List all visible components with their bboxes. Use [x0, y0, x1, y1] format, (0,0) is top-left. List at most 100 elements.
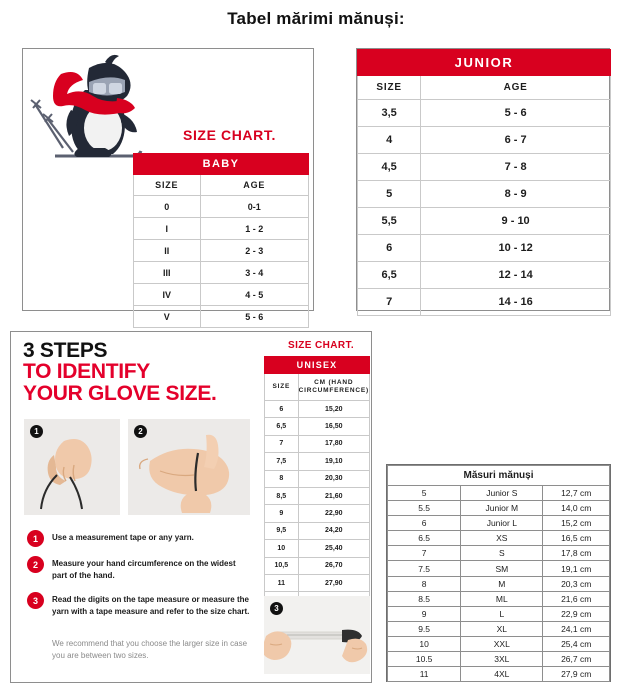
column-header-size: SIZE [356, 75, 422, 100]
cell-size: 7.5 [386, 560, 462, 577]
baby-table-wrapper: BABY SIZE AGE 0 0-1 I 1 - 2 II 2 - 3 [133, 153, 309, 328]
table-header-row: Măsuri mănuși [387, 465, 610, 486]
table-row: 11 4XL 27,9 cm [386, 666, 610, 683]
cell-cm: 17,8 cm [542, 545, 610, 562]
cell-size: 5 [356, 180, 422, 208]
table-row: 6.5 XS 16,5 cm [386, 530, 610, 547]
cell-label: 3XL [460, 651, 544, 668]
table-row: 4,5 7 - 8 [356, 153, 611, 181]
cell-cm: 19,1 cm [542, 560, 610, 577]
step-item-1: 1 Use a measurement tape or any yarn. [27, 530, 252, 547]
table-row: 6 15,20 [264, 399, 371, 419]
cell-size: 7 [386, 545, 462, 562]
cell-cm: 21,60 [297, 486, 371, 506]
table-row: 5.5 Junior M 14,0 cm [386, 500, 610, 517]
table-row: 7,5 19,10 [264, 452, 371, 471]
table-header-row: JUNIOR [357, 49, 611, 76]
table-row: 5,5 9 - 10 [356, 207, 611, 235]
table-row: 6 10 - 12 [356, 234, 611, 262]
table-row: III 3 - 4 [133, 261, 309, 284]
column-header-age: AGE [199, 174, 309, 196]
table-row: 11 27,90 [264, 573, 371, 593]
cell-size: 6.5 [386, 530, 462, 547]
cell-age: 6 - 7 [420, 126, 611, 154]
step-number-badge: 1 [27, 530, 44, 547]
cell-size: 10,5 [264, 556, 299, 575]
steps-heading-line2: TO IDENTIFY [23, 360, 150, 384]
cell-label: SM [460, 560, 544, 577]
table-row: I 1 - 2 [133, 217, 309, 240]
cell-label: XL [460, 620, 544, 637]
table-row: 7.5 SM 19,1 cm [386, 560, 610, 577]
cell-size: 4,5 [356, 153, 422, 181]
cell-age: 0-1 [199, 195, 309, 218]
cell-cm: 26,70 [297, 556, 371, 575]
column-header-cm: CM (HAND CIRCUMFERENCE) [297, 373, 371, 401]
cell-size: 7 [356, 288, 422, 316]
cell-label: XXL [460, 635, 544, 653]
cell-label: Junior L [460, 515, 544, 532]
table-row: 0 0-1 [133, 195, 309, 218]
table-row: II 2 - 3 [133, 239, 309, 262]
yarn-around-palm-photo: 2 [128, 419, 250, 515]
cell-cm: 27,9 cm [542, 666, 610, 683]
cell-size: V [133, 305, 201, 328]
table-row: V 5 - 6 [133, 305, 309, 328]
junior-category-header: JUNIOR [357, 49, 611, 76]
cell-label: S [460, 545, 544, 562]
cell-size: 7,5 [264, 452, 299, 471]
table-row: 9,5 24,20 [264, 521, 371, 541]
cell-label: ML [460, 590, 544, 607]
junior-size-chart-card: JUNIOR SIZE AGE 3,5 5 - 6 4 6 - 7 4,5 7 … [356, 48, 611, 316]
cell-cm: 24,20 [297, 521, 371, 541]
table-row: 10.5 3XL 26,7 cm [386, 651, 610, 668]
photo-number-badge: 3 [270, 602, 283, 615]
cell-age: 12 - 14 [420, 261, 611, 289]
cell-size: 6,5 [356, 261, 422, 289]
column-header-size: SIZE [264, 373, 299, 401]
masuri-manusi-card: Măsuri mănuși 5 Junior S 12,7 cm 5.5 Jun… [386, 464, 611, 683]
photo-number-badge: 1 [30, 425, 43, 438]
cell-cm: 14,0 cm [542, 500, 610, 517]
step-item-3: 3 Read the digits on the tape measure or… [27, 592, 255, 618]
table-row: 7 S 17,8 cm [386, 545, 610, 562]
unisex-category-header: UNISEX [264, 356, 370, 374]
cell-size: 6 [386, 515, 462, 532]
table-header-row: BABY [133, 153, 309, 175]
table-row: 9 22,90 [264, 504, 371, 523]
table-row: 10 XXL 25,4 cm [386, 635, 610, 653]
cell-label: 4XL [460, 666, 544, 683]
cell-cm: 15,20 [297, 399, 371, 419]
cell-size: IV [133, 283, 201, 306]
column-header-size: SIZE [133, 174, 201, 196]
three-steps-card: 3 STEPS TO IDENTIFY YOUR GLOVE SIZE. 1 2 [10, 331, 372, 683]
cell-age: 4 - 5 [199, 283, 309, 306]
cell-size: 9 [264, 504, 299, 523]
cell-size: 3,5 [356, 99, 422, 127]
column-header-age: AGE [420, 75, 611, 100]
cell-age: 9 - 10 [420, 207, 611, 235]
cell-label: L [460, 605, 544, 622]
cell-age: 2 - 3 [199, 239, 309, 262]
cell-size: 8.5 [386, 590, 462, 607]
cell-age: 3 - 4 [199, 261, 309, 284]
cell-cm: 19,10 [297, 452, 371, 471]
cell-label: Junior M [460, 500, 544, 517]
table-row: 5 8 - 9 [356, 180, 611, 208]
cell-cm: 15,2 cm [542, 515, 610, 532]
cell-size: 6 [356, 234, 422, 262]
step-number-badge: 2 [27, 556, 44, 573]
cell-age: 8 - 9 [420, 180, 611, 208]
baby-size-chart-card: SIZE CHART. BABY SIZE AGE 0 0-1 I 1 - 2 [22, 48, 314, 328]
tape-measure-photo: 3 [264, 596, 370, 674]
step-text: Use a measurement tape or any yarn. [52, 533, 194, 542]
cell-cm: 25,4 cm [542, 635, 610, 653]
table-row: 5 Junior S 12,7 cm [386, 484, 610, 502]
cell-label: XS [460, 530, 544, 547]
unisex-size-chart-label: SIZE CHART. [288, 340, 355, 351]
cell-cm: 17,80 [297, 434, 371, 454]
cell-size: 8 [386, 575, 462, 592]
cell-size: II [133, 239, 201, 262]
cell-size: 10.5 [386, 651, 462, 668]
table-row: 6 Junior L 15,2 cm [386, 515, 610, 532]
